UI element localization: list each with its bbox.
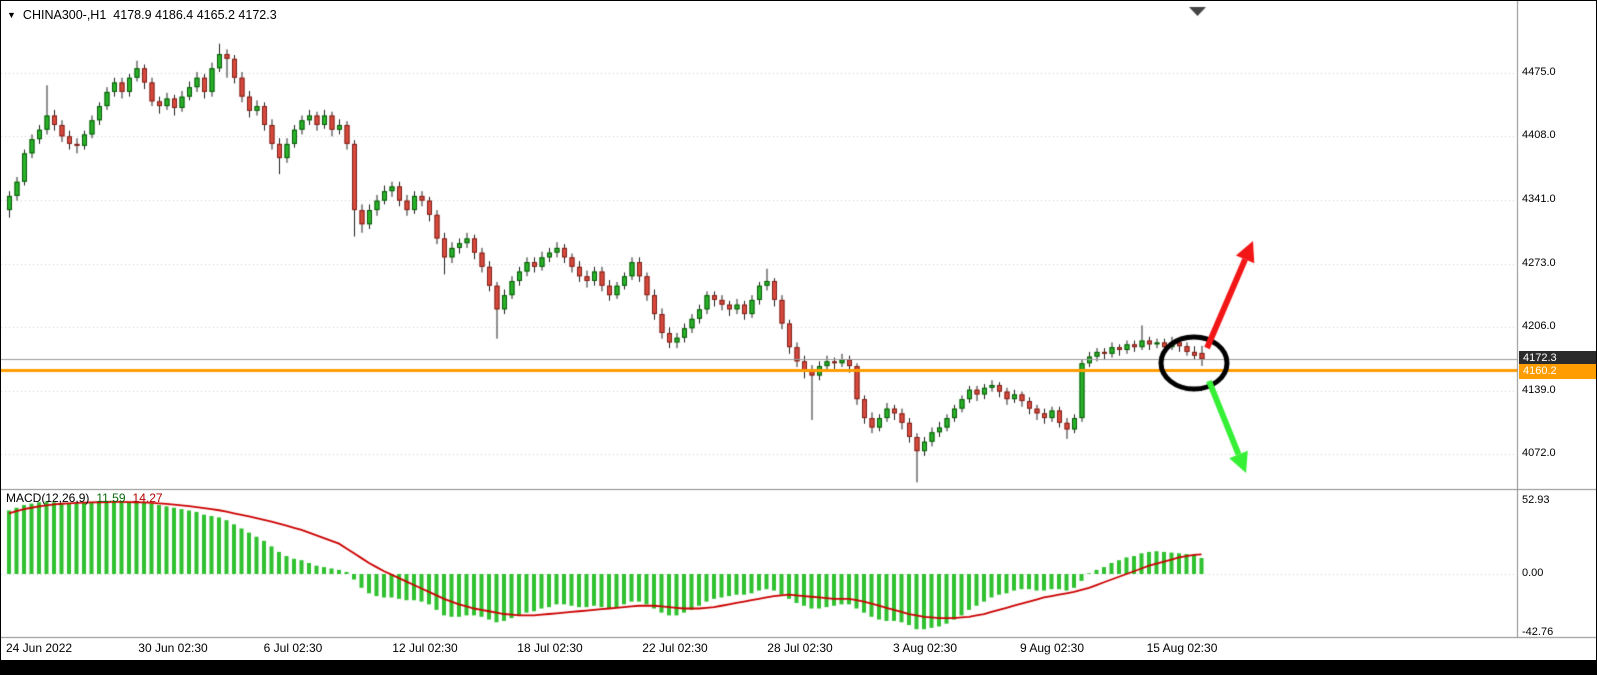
- ohlc-values: 4178.9 4186.4 4165.2 4172.3: [113, 8, 277, 22]
- time-axis-label: 9 Aug 02:30: [1019, 641, 1085, 655]
- symbol-period-label: CHINA300-,H1: [22, 8, 107, 22]
- time-axis-label: 18 Jul 02:30: [517, 641, 583, 655]
- macd-axis-label: 0.00: [1522, 567, 1544, 579]
- time-axis-label: 22 Jul 02:30: [642, 641, 708, 655]
- macd-main-value: 11.59: [96, 491, 126, 505]
- macd-signal-value: 14.27: [132, 491, 163, 505]
- time-axis-label: 6 Jul 02:30: [263, 641, 323, 655]
- time-axis[interactable]: 24 Jun 2022 30 Jun 02:30 6 Jul 02:30 12 Jul…: [1, 639, 1517, 659]
- time-axis-label: 12 Jul 02:30: [392, 641, 458, 655]
- time-axis-label: 15 Aug 02:30: [1146, 641, 1218, 655]
- price-axis-label: 4475.0: [1522, 66, 1556, 78]
- time-axis-label: 28 Jul 02:30: [767, 641, 833, 655]
- price-axis-label: 4139.0: [1522, 384, 1556, 396]
- hline-price-badge: 4160.2: [1519, 364, 1596, 379]
- macd-indicator-label: MACD(12,26,9) 11.59 14.27: [6, 491, 163, 505]
- price-axis-label: 4273.0: [1522, 257, 1556, 269]
- macd-axis-label: -42.76: [1522, 626, 1554, 638]
- price-axis-label: 4206.0: [1522, 320, 1556, 332]
- macd-axis-label: 52.93: [1522, 494, 1550, 506]
- macd-name: MACD(12,26,9): [6, 491, 90, 505]
- price-axis-label: 4408.0: [1522, 129, 1556, 141]
- time-axis-label: 3 Aug 02:30: [892, 641, 958, 655]
- current-price-badge: 4172.3: [1519, 351, 1596, 366]
- symbol-dropdown-triangle-icon[interactable]: ▼: [7, 10, 16, 20]
- time-axis-label: 30 Jun 02:30: [138, 641, 208, 655]
- time-axis-label: 24 Jun 2022: [6, 641, 73, 655]
- symbol-info-bar: ▼ CHINA300-,H1 4178.9 4186.4 4165.2 4172…: [7, 8, 277, 22]
- price-axis-label: 4072.0: [1522, 447, 1556, 459]
- horizontal-scrollbar[interactable]: [1, 660, 1596, 674]
- price-axis-label: 4341.0: [1522, 193, 1556, 205]
